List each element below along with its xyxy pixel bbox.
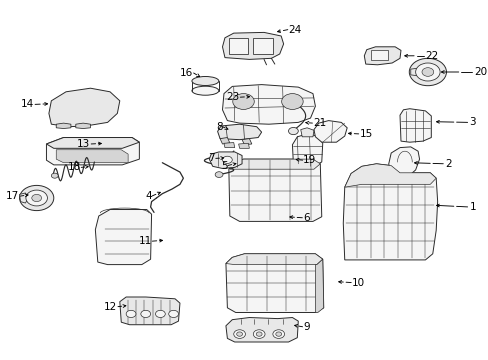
Polygon shape xyxy=(225,318,298,342)
Text: 10: 10 xyxy=(351,278,365,288)
Polygon shape xyxy=(315,259,323,312)
Circle shape xyxy=(222,156,232,163)
Circle shape xyxy=(408,58,446,86)
Polygon shape xyxy=(410,68,418,76)
Polygon shape xyxy=(56,123,71,129)
Polygon shape xyxy=(46,138,139,148)
Text: 21: 21 xyxy=(312,118,325,128)
Bar xyxy=(370,50,387,60)
Text: 13: 13 xyxy=(77,139,90,149)
Text: 20: 20 xyxy=(473,67,487,77)
Bar xyxy=(253,38,272,54)
Polygon shape xyxy=(242,139,251,145)
Text: 4: 4 xyxy=(144,191,151,201)
Text: 22: 22 xyxy=(425,51,438,61)
Polygon shape xyxy=(120,297,180,325)
Polygon shape xyxy=(220,138,229,144)
Circle shape xyxy=(155,310,165,318)
Polygon shape xyxy=(217,124,261,140)
Polygon shape xyxy=(228,159,321,221)
Polygon shape xyxy=(49,88,120,127)
Polygon shape xyxy=(225,254,322,265)
Text: 23: 23 xyxy=(226,92,239,102)
Circle shape xyxy=(168,310,178,318)
Polygon shape xyxy=(388,147,419,178)
Text: 2: 2 xyxy=(444,159,451,169)
Polygon shape xyxy=(364,47,400,65)
Text: 12: 12 xyxy=(104,302,117,312)
Circle shape xyxy=(233,330,245,338)
Text: 15: 15 xyxy=(359,129,372,139)
Polygon shape xyxy=(56,150,128,163)
Ellipse shape xyxy=(191,86,218,95)
Polygon shape xyxy=(222,85,315,124)
Polygon shape xyxy=(20,193,28,203)
Text: 16: 16 xyxy=(180,68,193,78)
Circle shape xyxy=(126,310,136,318)
Text: 8: 8 xyxy=(215,122,222,132)
Text: 1: 1 xyxy=(468,202,475,212)
Ellipse shape xyxy=(191,77,218,85)
Polygon shape xyxy=(209,152,242,168)
Polygon shape xyxy=(238,143,249,148)
Circle shape xyxy=(253,330,264,338)
Circle shape xyxy=(288,127,298,135)
Polygon shape xyxy=(229,159,320,169)
Polygon shape xyxy=(313,121,346,142)
Circle shape xyxy=(141,310,150,318)
Text: 24: 24 xyxy=(288,24,301,35)
Text: 5: 5 xyxy=(220,161,227,171)
Circle shape xyxy=(32,194,41,202)
Polygon shape xyxy=(399,109,430,142)
Text: 6: 6 xyxy=(303,213,309,223)
Text: 17: 17 xyxy=(6,191,20,201)
Text: 9: 9 xyxy=(303,322,309,332)
Polygon shape xyxy=(224,143,234,148)
Polygon shape xyxy=(76,123,90,129)
Text: 11: 11 xyxy=(138,236,151,246)
Text: 19: 19 xyxy=(303,155,316,165)
Circle shape xyxy=(275,332,281,336)
Polygon shape xyxy=(344,164,435,187)
Polygon shape xyxy=(343,164,437,260)
Text: 18: 18 xyxy=(67,162,81,172)
Circle shape xyxy=(215,172,223,177)
Polygon shape xyxy=(46,138,139,165)
Circle shape xyxy=(281,94,303,109)
Circle shape xyxy=(415,63,439,81)
Circle shape xyxy=(20,185,54,211)
Polygon shape xyxy=(300,128,313,137)
Text: 7: 7 xyxy=(208,153,215,163)
Circle shape xyxy=(236,332,242,336)
Bar xyxy=(228,38,248,54)
Polygon shape xyxy=(225,254,323,312)
Text: 14: 14 xyxy=(21,99,34,109)
Circle shape xyxy=(421,68,433,76)
Polygon shape xyxy=(222,32,283,59)
Circle shape xyxy=(51,173,58,178)
Polygon shape xyxy=(292,134,322,167)
Circle shape xyxy=(272,330,284,338)
Circle shape xyxy=(26,190,47,206)
Circle shape xyxy=(256,332,262,336)
Polygon shape xyxy=(95,210,151,265)
Circle shape xyxy=(232,94,254,109)
Text: 3: 3 xyxy=(468,117,475,127)
